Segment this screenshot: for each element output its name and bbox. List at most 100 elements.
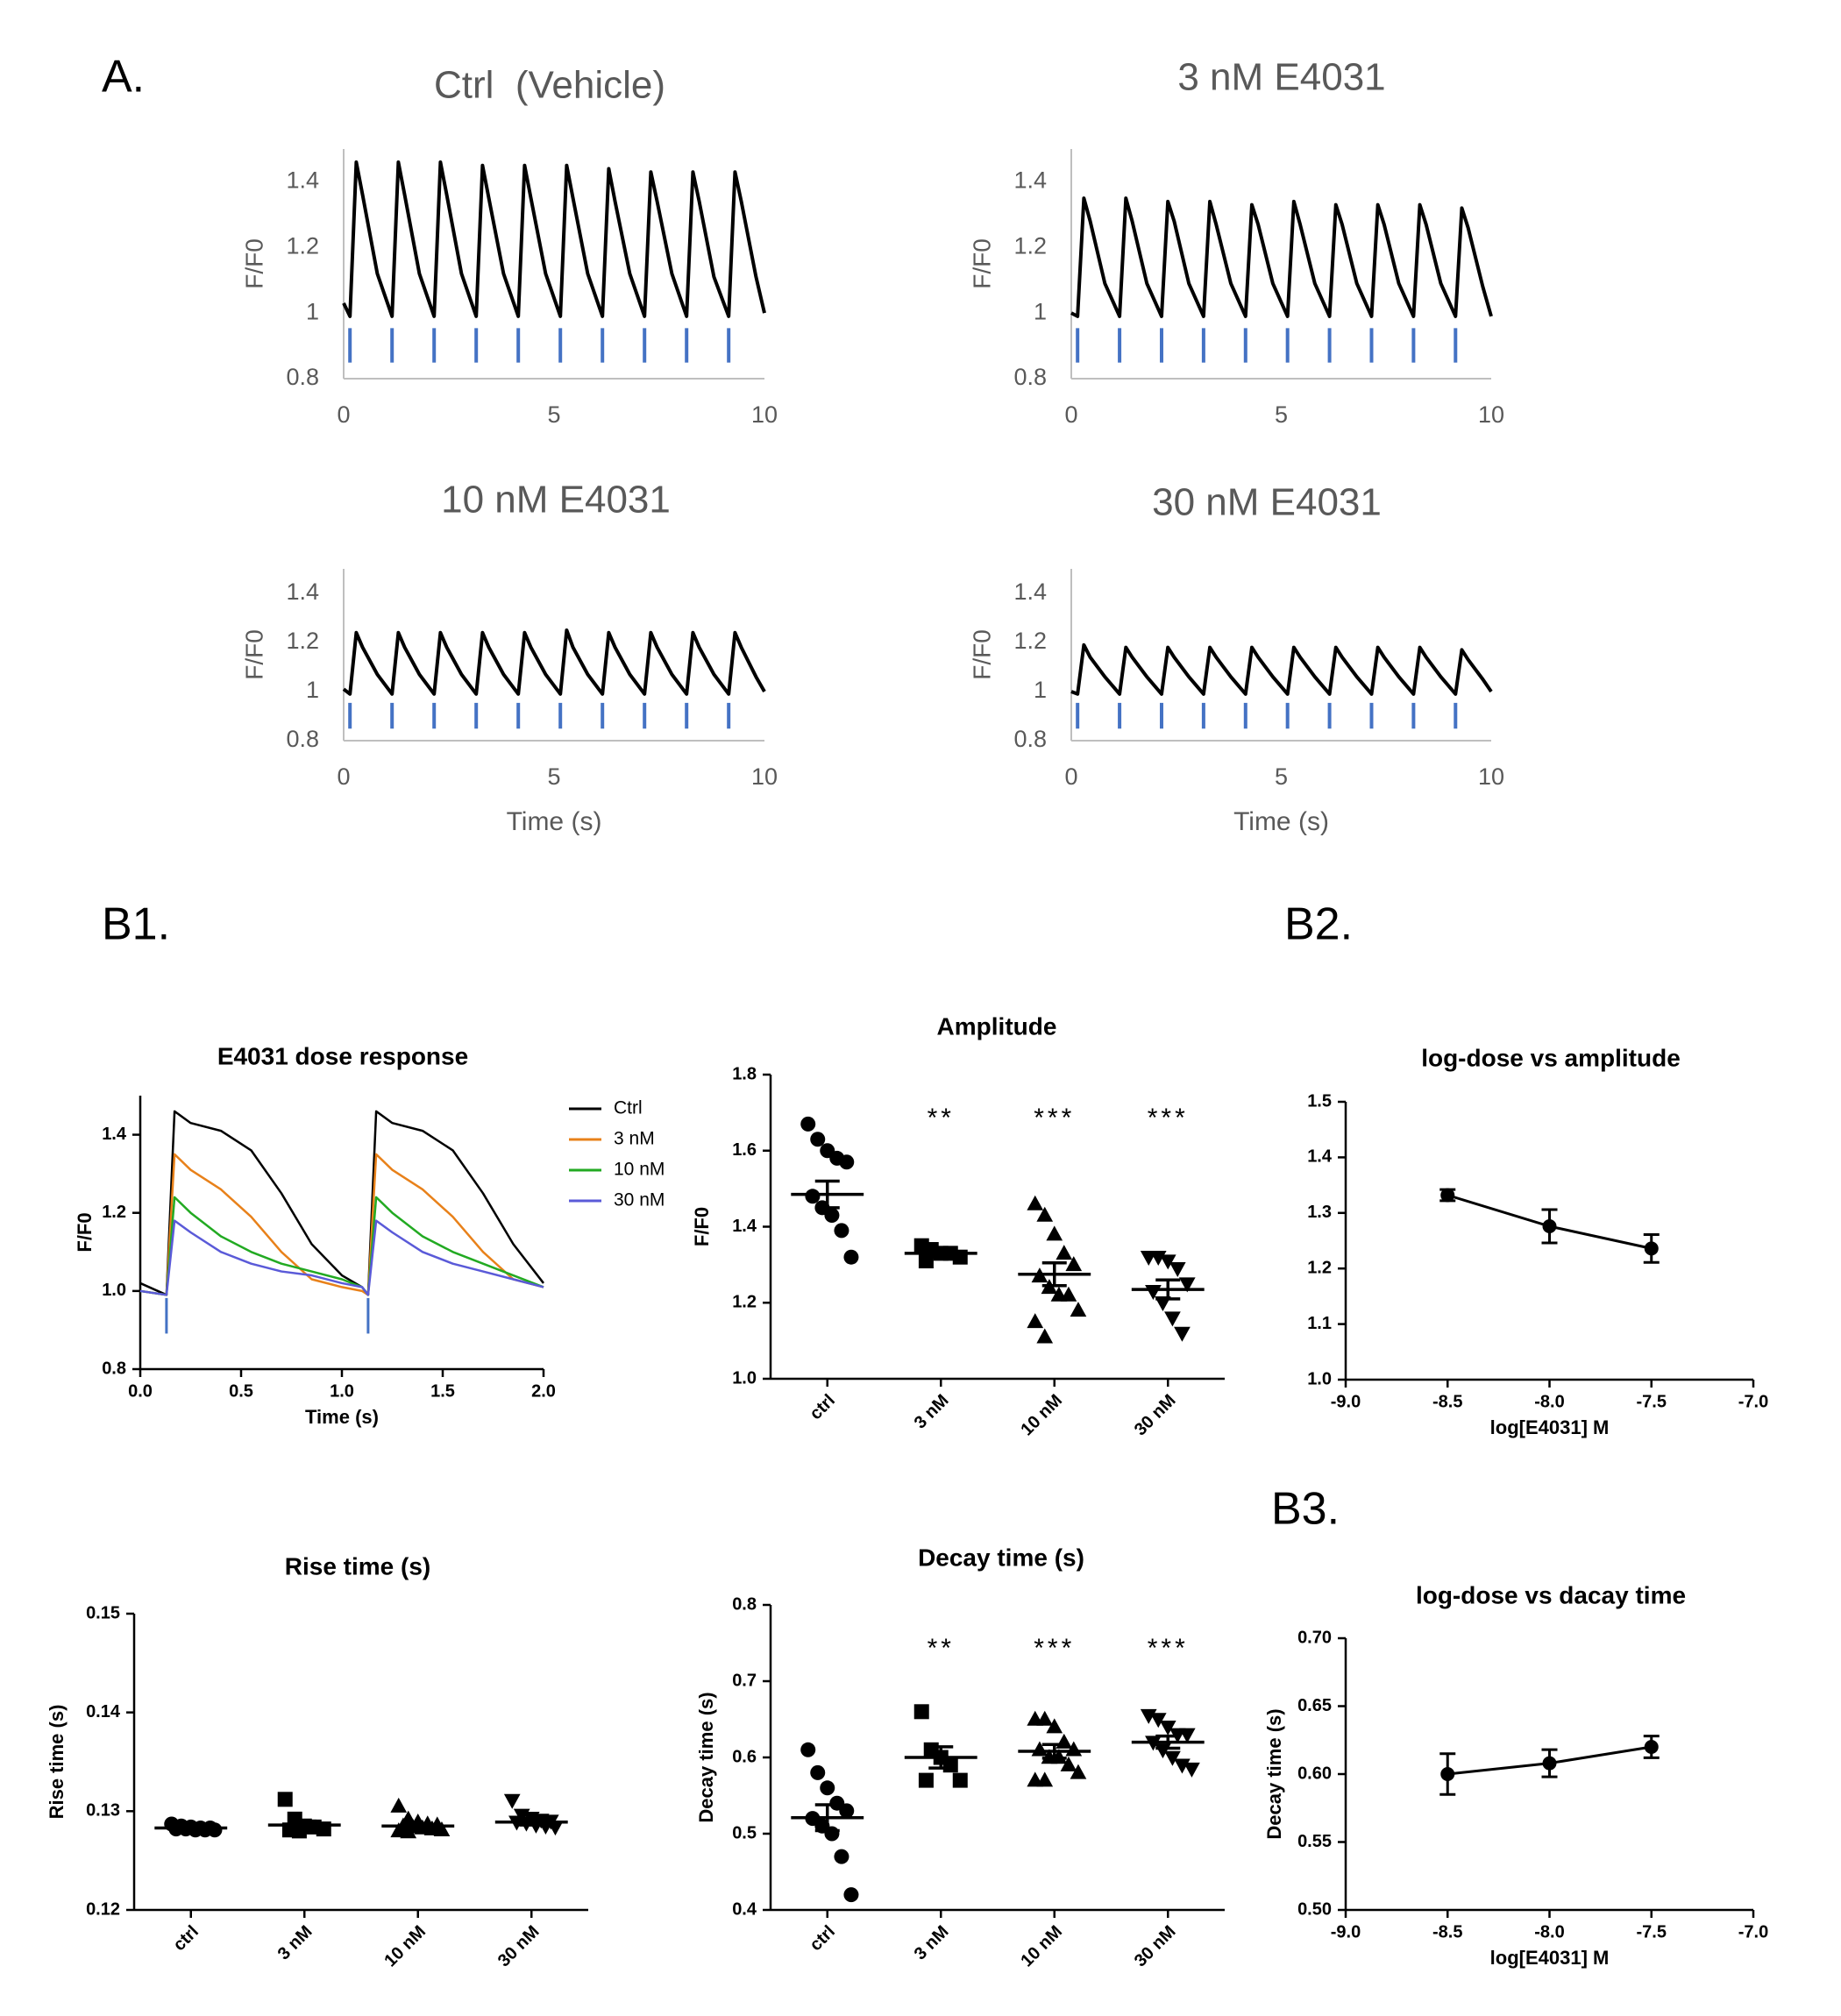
x-tick-label: 0 xyxy=(1064,763,1077,790)
significance-label: *** xyxy=(1034,1104,1075,1132)
trace-line xyxy=(139,1110,544,1296)
y-tick-label: 1.0 xyxy=(732,1368,757,1388)
data-point xyxy=(1174,1326,1191,1342)
sem-bar xyxy=(1041,1743,1067,1760)
y-tick-label: 1.2 xyxy=(286,628,319,654)
significance-label: ** xyxy=(928,1634,955,1663)
chart-title: Decay time (s) xyxy=(918,1544,1084,1571)
y-tick-label: 1.4 xyxy=(1013,167,1047,194)
data-point xyxy=(834,1849,849,1864)
y-tick-label: 1.4 xyxy=(1307,1147,1333,1167)
trace-line xyxy=(342,160,766,318)
y-tick-label: 1 xyxy=(306,298,319,324)
y-axis-label: Decay time (s) xyxy=(1263,1708,1285,1839)
sem-bar xyxy=(178,1825,203,1831)
x-axis-label: Time (s) xyxy=(305,1406,379,1428)
data-point xyxy=(1036,1206,1054,1222)
y-tick-label: 0.12 xyxy=(86,1899,120,1919)
chart-title: 10 nM E4031 xyxy=(441,479,671,522)
y-tick-label: 0.50 xyxy=(1297,1899,1332,1919)
data-point xyxy=(400,1823,417,1839)
y-tick-label: 1.3 xyxy=(1307,1203,1332,1222)
y-tick-label: 0.70 xyxy=(1297,1628,1332,1647)
data-point xyxy=(1174,1758,1191,1774)
data-point xyxy=(942,1757,958,1773)
x-tick-label: -7.5 xyxy=(1637,1922,1667,1941)
x-tick-label: 5 xyxy=(1275,401,1288,428)
data-point xyxy=(839,1154,855,1170)
y-tick-label: 0.5 xyxy=(732,1823,757,1842)
x-tick-label: -8.5 xyxy=(1432,1392,1462,1411)
data-point xyxy=(1070,1302,1087,1317)
y-tick-label: 1.4 xyxy=(286,167,319,194)
trace-line xyxy=(139,1219,544,1296)
y-axis-label: F/F0 xyxy=(240,238,267,289)
data-point xyxy=(952,1772,968,1788)
y-axis-label: F/F0 xyxy=(968,629,995,680)
x-tick-label: -8.0 xyxy=(1534,1922,1564,1941)
y-tick-label: 0.65 xyxy=(1297,1696,1332,1715)
data-point xyxy=(1178,1728,1196,1743)
data-point xyxy=(1060,1286,1077,1302)
y-tick-label: 1.2 xyxy=(102,1203,126,1222)
y-tick-label: 0.8 xyxy=(732,1594,757,1614)
data-point xyxy=(800,1742,816,1757)
data-point xyxy=(1140,1708,1157,1724)
sem-bar xyxy=(928,1247,954,1259)
data-point xyxy=(1178,1277,1196,1293)
y-tick-label: 1.5 xyxy=(1307,1091,1332,1111)
x-tick-label: -7.0 xyxy=(1738,1392,1768,1411)
sem-bar xyxy=(1155,1734,1181,1750)
sem-bar xyxy=(519,1817,544,1827)
y-tick-label: 1.2 xyxy=(732,1293,757,1312)
significance-label: ** xyxy=(928,1104,955,1132)
y-tick-label: 1.4 xyxy=(1013,579,1047,605)
x-tick-label: 0.5 xyxy=(229,1381,253,1401)
data-point xyxy=(1159,1254,1176,1270)
sem-bar xyxy=(1041,1260,1067,1288)
data-point xyxy=(1149,1250,1167,1266)
sem-bar xyxy=(814,1179,840,1210)
y-axis-label: F/F0 xyxy=(240,629,267,680)
y-tick-label: 0.14 xyxy=(86,1702,121,1721)
y-tick-label: 0.8 xyxy=(102,1359,126,1378)
x-tick-label: -8.5 xyxy=(1432,1922,1462,1941)
data-point xyxy=(1050,1749,1068,1764)
data-point xyxy=(913,1704,929,1720)
data-point xyxy=(1440,1767,1455,1781)
chart-title: Rise time (s) xyxy=(285,1552,431,1579)
x-tick-label: -9.0 xyxy=(1331,1922,1361,1941)
y-tick-label: 1.2 xyxy=(1013,232,1047,259)
data-point xyxy=(390,1797,408,1813)
y-tick-label: 0.13 xyxy=(86,1801,120,1821)
data-point xyxy=(810,1764,826,1780)
data-point xyxy=(918,1772,934,1788)
data-point xyxy=(207,1822,223,1838)
x-tick-label: 10 xyxy=(751,401,778,428)
data-point xyxy=(1644,1241,1659,1256)
y-tick-label: 1.4 xyxy=(286,579,319,605)
sem-bar xyxy=(405,1822,430,1830)
y-axis-label: F/F0 xyxy=(691,1207,713,1246)
chart-title: Amplitude xyxy=(937,1012,1057,1040)
y-axis-label: F/F0 xyxy=(968,238,995,289)
x-tick-label: 0.0 xyxy=(128,1381,153,1401)
x-tick-label: 10 xyxy=(751,763,778,790)
x-tick-label: 10 xyxy=(1478,401,1504,428)
y-tick-label: 1.6 xyxy=(732,1140,757,1160)
data-point xyxy=(824,1207,840,1223)
sem-bar xyxy=(928,1745,954,1770)
chart-title: log-dose vs amplitude xyxy=(1421,1044,1681,1071)
legend-label: 3 nM xyxy=(614,1129,655,1149)
y-tick-label: 0.8 xyxy=(1013,726,1047,752)
trace-line xyxy=(1070,196,1493,318)
x-tick-label: 0 xyxy=(337,401,350,428)
y-axis-label: Rise time (s) xyxy=(46,1705,68,1820)
panel-label: B3. xyxy=(1271,1484,1340,1535)
y-tick-label: 1 xyxy=(1034,677,1047,703)
y-axis-label: Decay time (s) xyxy=(695,1692,717,1822)
sem-bar xyxy=(292,1819,317,1831)
x-tick-label: -8.0 xyxy=(1534,1392,1564,1411)
data-point xyxy=(839,1803,855,1819)
